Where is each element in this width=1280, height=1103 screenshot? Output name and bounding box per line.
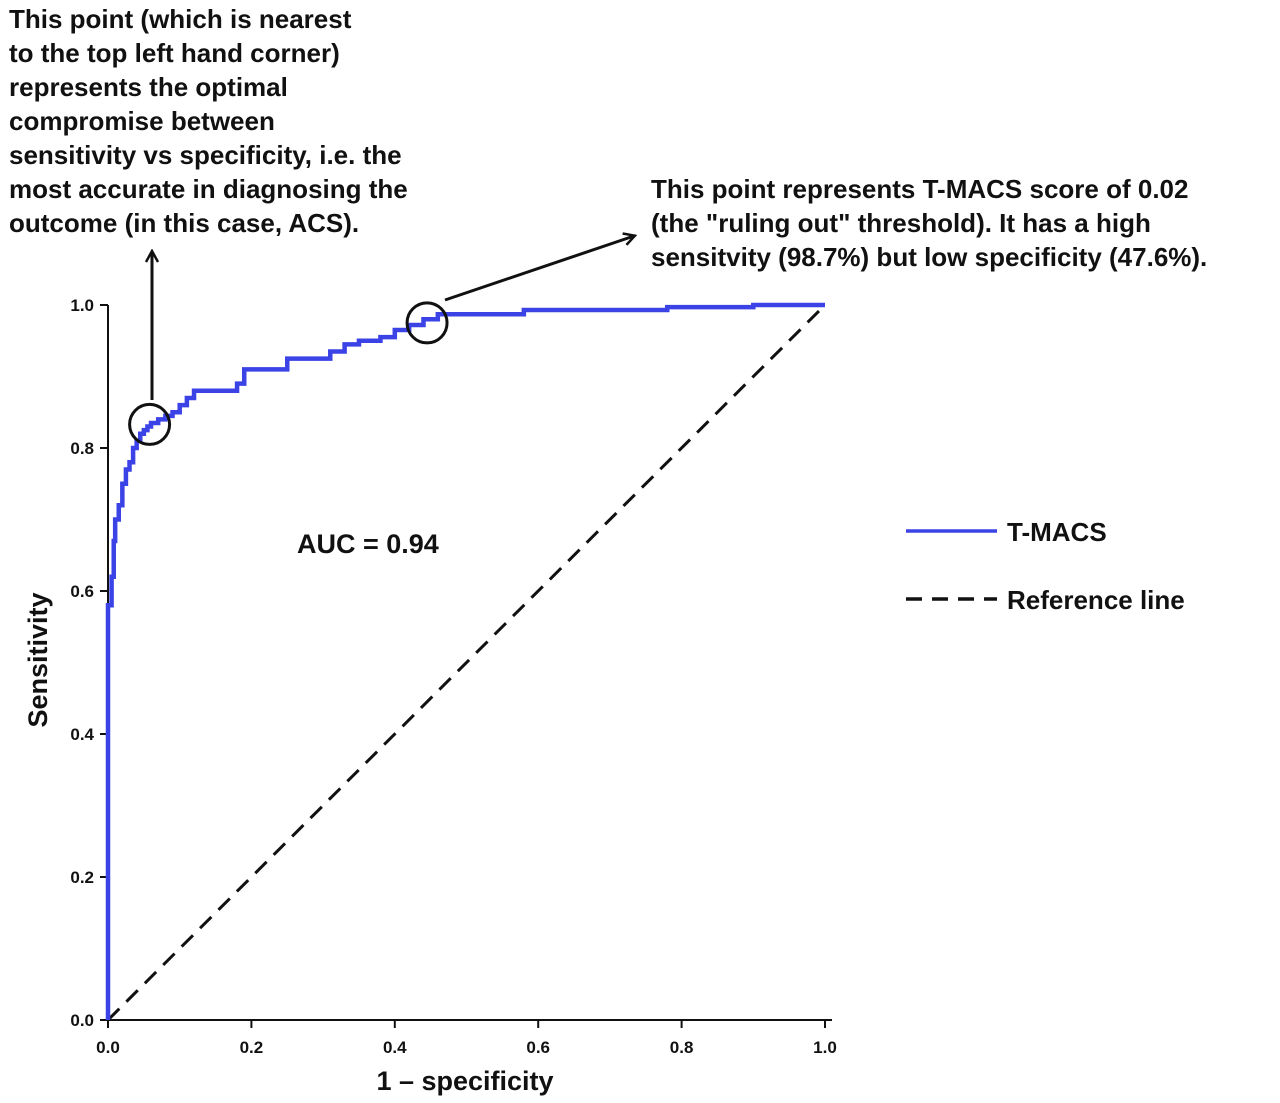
annotation-line: sensitivity vs specificity, i.e. the — [9, 140, 402, 170]
x-axis-ticks: 0.0 0.2 0.4 0.6 0.8 1.0 — [96, 1020, 837, 1057]
annotation-line: outcome (in this case, ACS). — [9, 208, 359, 238]
annotation-line: compromise between — [9, 106, 275, 136]
y-tick-label: 0.2 — [70, 868, 94, 887]
legend-label-t-macs: T-MACS — [1007, 517, 1107, 547]
y-axis-ticks: 0.0 0.2 0.4 0.6 0.8 1.0 — [70, 296, 108, 1030]
highlight-circle — [128, 402, 172, 446]
x-tick-label: 0.4 — [383, 1038, 407, 1057]
annotation-threshold-point: This point represents T-MACS score of 0.… — [651, 174, 1207, 272]
y-tick-label: 0.0 — [70, 1011, 94, 1030]
x-tick-label: 0.2 — [240, 1038, 264, 1057]
annotation-line: This point represents T-MACS score of 0.… — [651, 174, 1188, 204]
highlighted-points — [128, 301, 449, 446]
annotation-line: represents the optimal — [9, 72, 288, 102]
annotation-line: most accurate in diagnosing the — [9, 174, 408, 204]
x-axis-title: 1 – specificity — [376, 1066, 553, 1096]
x-tick-label: 0.0 — [96, 1038, 120, 1057]
y-tick-label: 0.8 — [70, 439, 94, 458]
t-macs-curve — [105, 302, 825, 1020]
annotation-line: This point (which is nearest — [9, 4, 352, 34]
annotation-line: (the "ruling out" threshold). It has a h… — [651, 208, 1151, 238]
legend-label-reference: Reference line — [1007, 585, 1185, 615]
auc-label: AUC = 0.94 — [297, 529, 439, 559]
x-tick-label: 1.0 — [813, 1038, 837, 1057]
annotation-line: sensitvity (98.7%) but low specificity (… — [651, 242, 1207, 272]
annotation-line: to the top left hand corner) — [9, 38, 340, 68]
annotation-optimal-point: This point (which is nearest to the top l… — [9, 4, 408, 238]
y-axis-title: Sensitivity — [23, 592, 53, 727]
annotation-arrow-threshold — [444, 236, 634, 302]
x-tick-label: 0.6 — [526, 1038, 550, 1057]
highlight-circle — [405, 301, 449, 345]
x-tick-label: 0.8 — [670, 1038, 694, 1057]
legend: T-MACS Reference line — [906, 517, 1185, 615]
reference-line — [106, 303, 827, 1022]
y-tick-label: 1.0 — [70, 296, 94, 315]
y-tick-label: 0.6 — [70, 582, 94, 601]
y-tick-label: 0.4 — [70, 725, 94, 744]
